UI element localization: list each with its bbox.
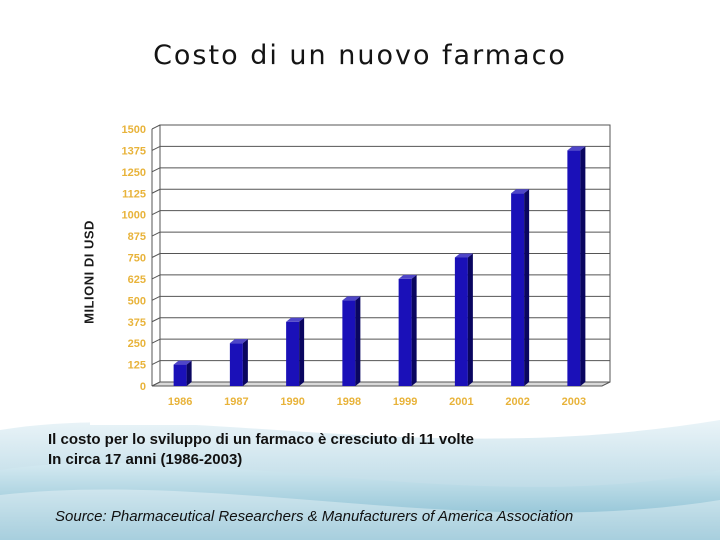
- bar-1999: [398, 274, 417, 386]
- x-tick-label: 2001: [449, 396, 473, 408]
- bar: [173, 364, 187, 386]
- bar-top-face: [173, 360, 192, 365]
- bar-top-face: [286, 317, 305, 322]
- caption-line-2: In circa 17 anni (1986-2003): [48, 451, 243, 468]
- y-tick-label: 750: [128, 253, 146, 265]
- bar-top-face: [511, 189, 530, 194]
- x-tick-label: 1986: [168, 396, 192, 408]
- x-tick-label: 1999: [393, 396, 417, 408]
- x-tick-label: 1998: [337, 396, 361, 408]
- x-tick-label: 1990: [280, 396, 304, 408]
- x-tick-label: 2003: [562, 396, 586, 408]
- gridline-diagonal: [151, 231, 161, 237]
- y-tick-label: 1000: [122, 210, 146, 222]
- y-tick-label: 1250: [122, 167, 146, 179]
- y-tick-label: 500: [128, 295, 146, 307]
- bar-top-face: [398, 274, 417, 279]
- bar-side-face: [524, 189, 530, 386]
- y-tick-label: 1375: [122, 145, 146, 157]
- gridline-diagonal: [151, 188, 161, 194]
- bar-side-face: [186, 360, 192, 386]
- y-tick-label: 1125: [122, 188, 146, 200]
- y-axis-title-text: MILIONI DI USD: [81, 220, 97, 324]
- caption-line-1: Il costo per lo sviluppo di un farmaco è…: [48, 431, 474, 448]
- bar: [342, 300, 356, 386]
- bar-top-face: [229, 339, 248, 344]
- gridline-diagonal: [151, 253, 161, 258]
- gridline-diagonal: [151, 274, 161, 280]
- bar: [511, 193, 525, 386]
- gridline-diagonal: [151, 317, 161, 323]
- chart-floor: [151, 381, 611, 387]
- bar-1990: [286, 317, 305, 386]
- bar-1986: [173, 360, 192, 386]
- gridline-diagonal: [151, 210, 161, 216]
- bars: [173, 146, 586, 386]
- bar-top-face: [567, 146, 586, 151]
- gridline-diagonal: [151, 145, 161, 151]
- bar: [229, 343, 243, 386]
- bar-2002: [511, 189, 530, 386]
- bar-2001: [454, 253, 473, 386]
- bar-1998: [342, 296, 361, 386]
- bar-top-face: [454, 253, 473, 258]
- y-tick-label: 250: [128, 338, 146, 350]
- bar-side-face: [299, 317, 305, 386]
- x-tick-label: 2002: [505, 396, 529, 408]
- x-tick-labels: 1986 1987 1990 1998 1999 2001 2002 2003: [168, 396, 586, 408]
- caption: Il costo per lo sviluppo di un farmaco è…: [48, 430, 688, 470]
- gridline-diagonal: [151, 295, 161, 301]
- bar-side-face: [242, 339, 248, 386]
- gridline-diagonal: [151, 124, 161, 130]
- y-tick-label: 625: [128, 274, 146, 286]
- bar-side-face: [411, 274, 417, 386]
- bar: [286, 321, 300, 386]
- y-tick-labels: 0 125 250 375 500 625 750 875 1000 1125 1250 1375 15…: [122, 124, 146, 393]
- bar-top-face: [342, 296, 361, 301]
- bar-side-face: [467, 253, 473, 386]
- bar-2003: [567, 146, 586, 386]
- x-tick-label: 1987: [224, 396, 248, 408]
- y-tick-label: 0: [140, 381, 146, 393]
- y-tick-label: 875: [128, 231, 146, 243]
- bar-side-face: [355, 296, 361, 386]
- source-note: Source: Pharmaceutical Researchers & Man…: [55, 508, 574, 525]
- bar: [454, 257, 468, 386]
- axes: [151, 129, 611, 387]
- y-tick-label: 1500: [122, 124, 146, 136]
- bar-side-face: [580, 146, 586, 386]
- gridline-diagonal: [151, 338, 161, 344]
- bar: [398, 278, 412, 386]
- y-tick-label: 125: [128, 360, 146, 372]
- bar-1987: [229, 339, 248, 386]
- bar: [567, 150, 581, 386]
- y-tick-label: 375: [128, 317, 146, 329]
- gridline-diagonal: [151, 167, 161, 173]
- gridline-diagonal: [151, 360, 161, 366]
- page-title: Costo di un nuovo farmaco: [153, 40, 567, 71]
